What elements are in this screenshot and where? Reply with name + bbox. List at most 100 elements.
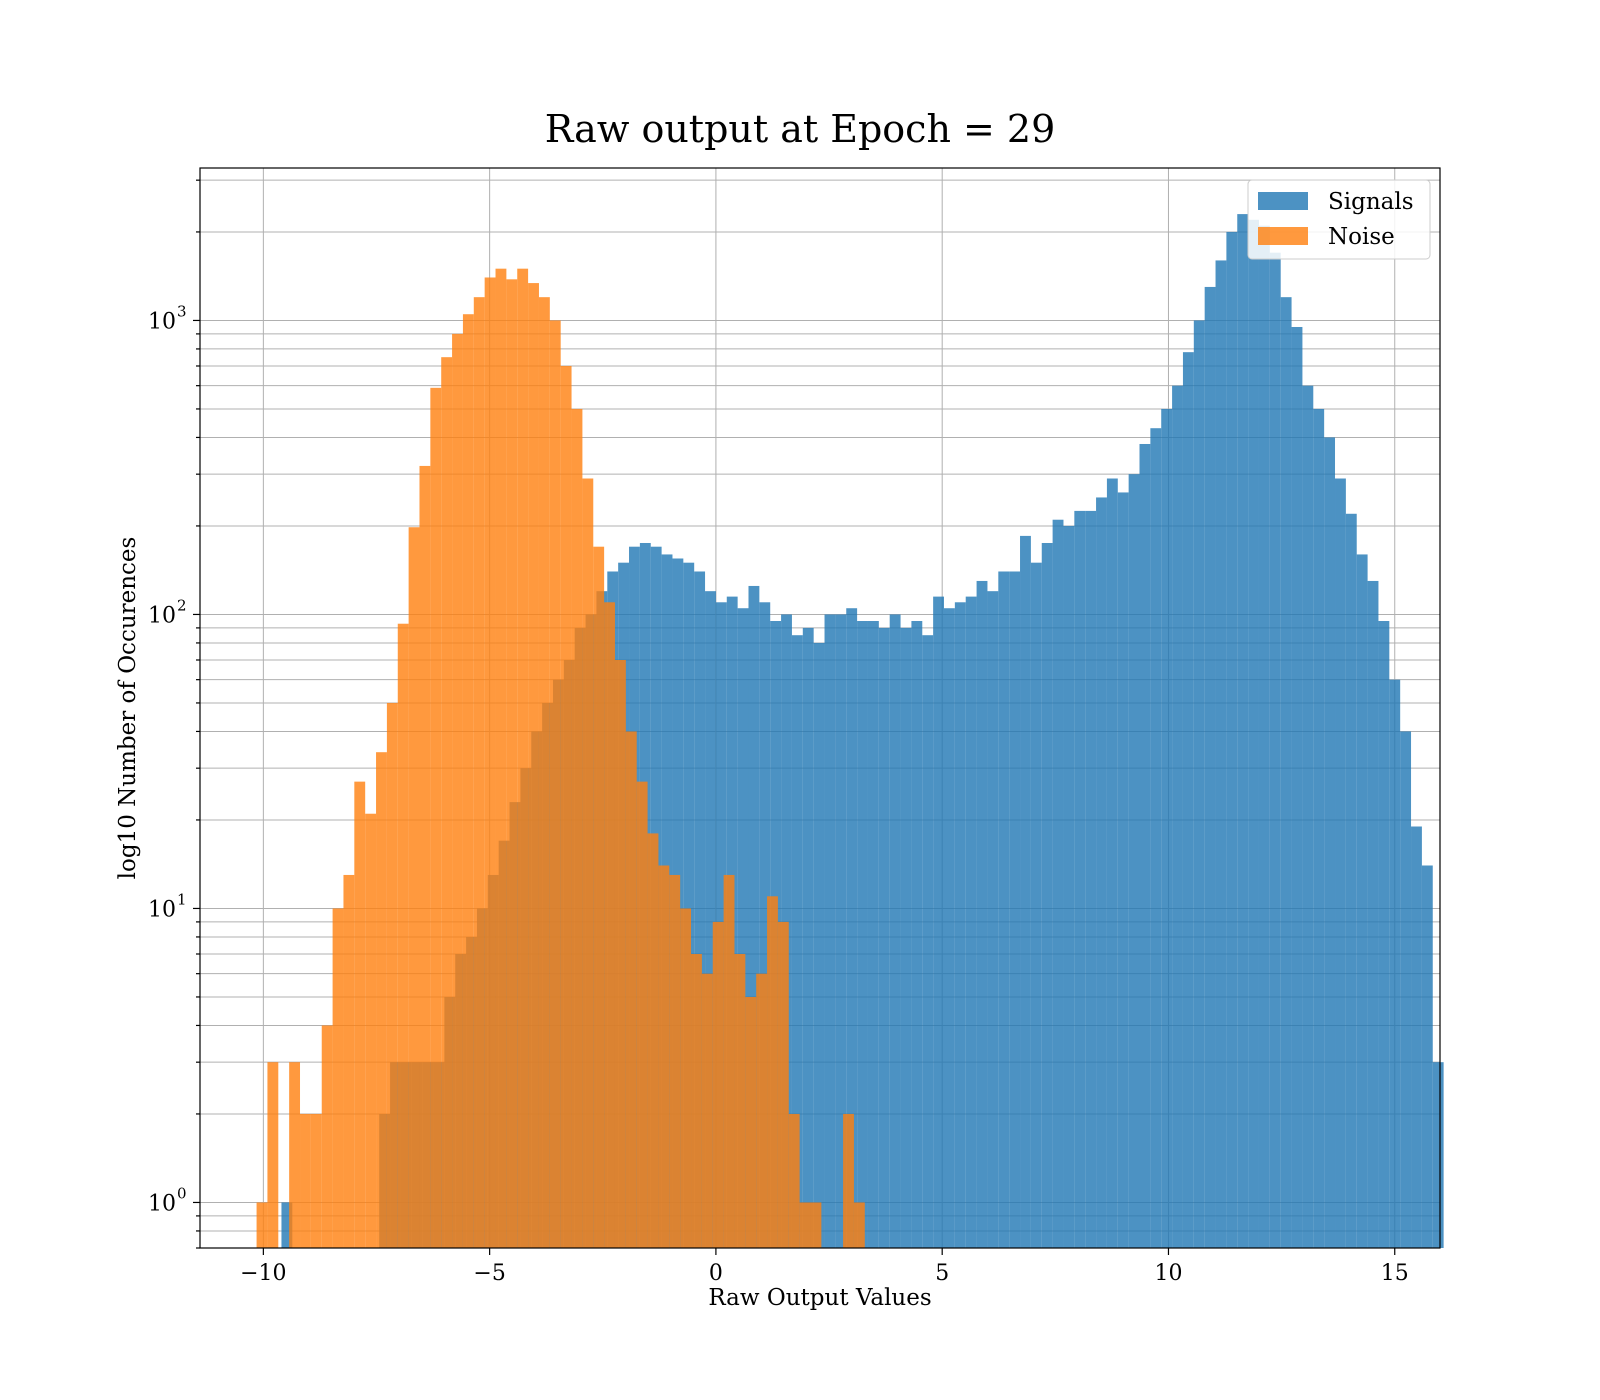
bar-signals: [1096, 497, 1107, 1249]
bar-signals: [1150, 428, 1162, 1248]
x-axis-label: Raw Output Values: [708, 1285, 931, 1311]
bar-signals: [922, 635, 934, 1248]
bar-noise: [636, 781, 648, 1248]
bar-noise: [484, 277, 496, 1249]
bar-noise: [604, 602, 615, 1248]
bar-signals: [1345, 513, 1357, 1248]
bar-signals: [1128, 474, 1140, 1248]
bar-signals: [867, 620, 879, 1248]
bar-signals: [857, 620, 868, 1248]
bar-noise: [571, 408, 583, 1248]
bar-signals: [1020, 535, 1031, 1248]
bar-noise: [256, 1202, 268, 1248]
bar-signals: [748, 585, 760, 1248]
bar-noise: [310, 1113, 322, 1248]
bar-signals: [1291, 326, 1303, 1249]
legend-swatch-noise: [1258, 227, 1308, 245]
bar-signals: [1009, 571, 1021, 1248]
bar-signals: [911, 620, 923, 1248]
legend-label-noise: Noise: [1328, 224, 1395, 250]
bar-noise: [734, 953, 746, 1248]
bar-signals: [694, 571, 706, 1248]
bar-signals: [1041, 542, 1053, 1248]
bar-noise: [452, 333, 463, 1249]
bar-noise: [658, 865, 670, 1248]
bar-signals: [1161, 408, 1173, 1248]
bar-noise: [560, 365, 572, 1248]
bar-signals: [281, 1202, 293, 1248]
bar-signals: [944, 608, 955, 1248]
bar-signals: [1226, 231, 1238, 1248]
bar-noise: [745, 996, 757, 1248]
bar-noise: [614, 659, 626, 1248]
bar-noise: [756, 973, 768, 1248]
bar-signals: [1182, 352, 1194, 1249]
bar-noise: [397, 623, 409, 1248]
bar-noise: [408, 527, 420, 1248]
bar-signals: [846, 608, 858, 1248]
bar-signals: [1237, 214, 1249, 1248]
x-tick-label: −10: [240, 1261, 286, 1286]
bar-noise: [321, 1025, 333, 1248]
bar-signals: [1378, 620, 1390, 1248]
bar-signals: [1280, 297, 1292, 1249]
x-tick-label: 10: [1154, 1261, 1182, 1286]
bar-noise: [701, 973, 713, 1248]
bar-signals: [1172, 385, 1183, 1248]
bar-signals: [1411, 826, 1422, 1248]
bar-noise: [365, 813, 377, 1248]
y-tick-exponent: 1: [177, 890, 187, 908]
series-noise: [256, 268, 865, 1249]
bar-noise: [462, 314, 474, 1248]
bar-signals: [813, 642, 825, 1248]
bar-signals: [759, 602, 771, 1248]
bar-noise: [517, 268, 529, 1249]
bar-signals: [1421, 865, 1433, 1248]
bar-signals: [1400, 731, 1412, 1248]
bar-noise: [625, 731, 637, 1248]
plot-frame: [199, 167, 1441, 1249]
y-tick-exponent: 0: [177, 1184, 187, 1202]
bar-signals: [1248, 219, 1259, 1248]
bar-signals: [1052, 519, 1064, 1248]
bar-noise: [506, 279, 518, 1248]
bar-noise: [777, 921, 789, 1248]
bar-signals: [1367, 580, 1379, 1248]
bar-signals: [998, 571, 1010, 1248]
bar-noise: [538, 297, 550, 1249]
bar-signals: [683, 562, 695, 1248]
bar-signals: [889, 614, 901, 1248]
bar-signals: [1269, 252, 1281, 1248]
y-tick-exponent: 3: [177, 302, 187, 320]
bar-signals: [1139, 443, 1151, 1249]
y-tick-label: 10: [148, 309, 176, 334]
bar-noise: [767, 896, 778, 1248]
y-tick-label: 10: [148, 603, 176, 628]
bar-noise: [528, 283, 539, 1249]
bar-signals: [1063, 525, 1075, 1248]
bar-signals: [1074, 510, 1086, 1248]
bar-signals: [791, 635, 803, 1248]
bar-noise: [843, 1113, 854, 1248]
bar-noise: [691, 953, 702, 1248]
y-tick-label: 10: [148, 1191, 176, 1216]
bar-signals: [1030, 562, 1042, 1248]
x-tick-label: 15: [1381, 1261, 1409, 1286]
bar-noise: [332, 908, 344, 1248]
bar-noise: [799, 1202, 811, 1248]
bar-noise: [647, 833, 659, 1248]
y-tick-label: 10: [148, 897, 176, 922]
bar-signals: [1313, 408, 1325, 1248]
bar-noise: [582, 478, 594, 1249]
bar-signals: [1324, 437, 1336, 1248]
bar-signals: [705, 591, 716, 1248]
bar-noise: [419, 465, 431, 1248]
bar-noise: [473, 297, 485, 1249]
bar-signals: [1432, 1062, 1444, 1248]
bar-signals: [1215, 260, 1227, 1248]
bar-signals: [878, 627, 890, 1248]
y-axis-label: log10 Number of Occurences: [115, 537, 141, 880]
x-tick-label: 0: [709, 1261, 723, 1286]
bar-signals: [965, 596, 977, 1248]
